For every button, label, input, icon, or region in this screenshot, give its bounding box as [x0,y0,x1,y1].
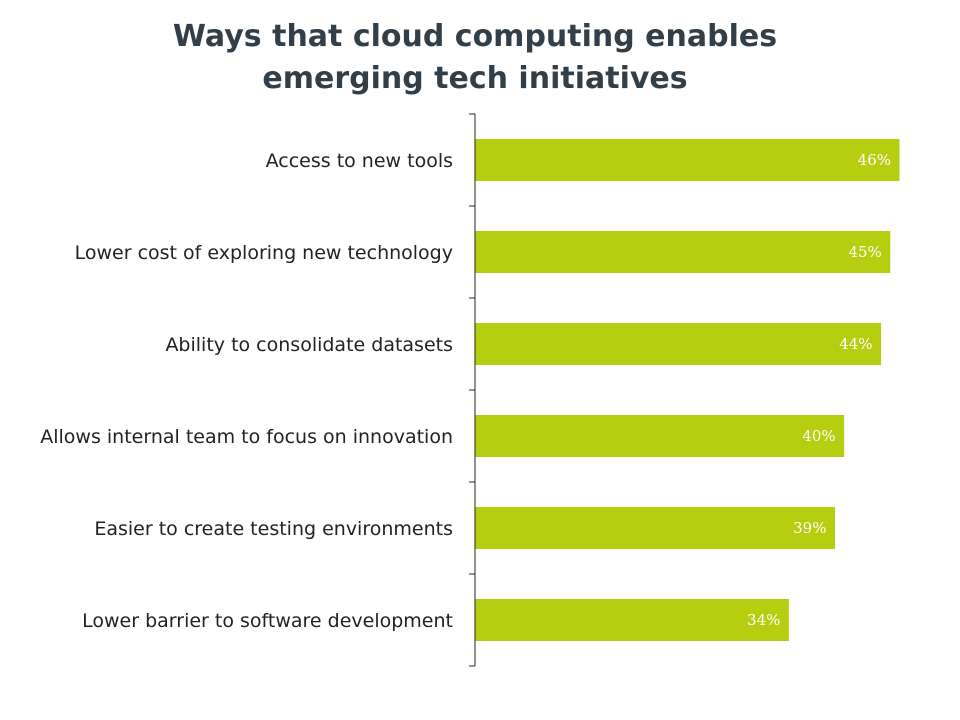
y-axis [469,113,476,667]
category-label: Easier to create testing environments [94,518,453,540]
bar [475,231,891,273]
bar [475,415,845,457]
chart-title-line-1: Ways that cloud computing enables [172,19,778,54]
bar [475,507,835,549]
value-labels-group: 46% 45% 44% 40% 39% 34% [747,151,891,629]
bar [475,599,789,641]
category-label: Access to new tools [266,150,453,172]
value-label: 34% [747,611,780,629]
category-labels-group: Access to new tools Lower cost of explor… [40,150,453,632]
value-label: 40% [802,427,835,445]
category-label: Ability to consolidate datasets [165,334,453,356]
category-label: Lower barrier to software development [82,610,453,632]
category-label: Allows internal team to focus on innovat… [40,426,453,448]
bar [475,323,882,365]
chart-title-line-2: emerging tech initiatives [262,61,688,96]
bars-group [475,139,900,641]
chart-title: Ways that cloud computing enables emergi… [0,16,950,100]
bar [475,139,900,181]
value-label: 39% [793,519,826,537]
value-label: 45% [848,243,881,261]
category-label: Lower cost of exploring new technology [75,242,453,264]
value-label: 46% [858,151,891,169]
value-label: 44% [839,335,872,353]
